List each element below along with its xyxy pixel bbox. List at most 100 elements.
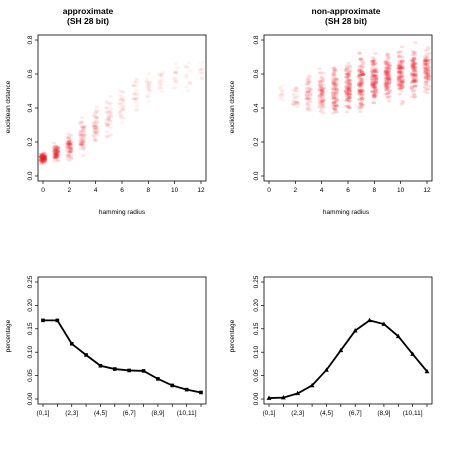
scatter-point (348, 92, 353, 96)
scatter-point (357, 89, 362, 92)
scatter-point (52, 152, 58, 155)
scatter-point (304, 82, 309, 86)
scatter-point (40, 159, 46, 163)
scatter-point (343, 69, 349, 72)
scatter-point (373, 91, 379, 95)
scatter-point (412, 74, 418, 78)
scatter-point (412, 73, 417, 77)
scatter-point (359, 105, 365, 109)
scatter-point (53, 153, 59, 156)
scatter-point (358, 58, 363, 62)
scatter-point (425, 72, 431, 75)
scatter-point (39, 155, 44, 158)
scatter-point (398, 73, 404, 77)
scatter-point (68, 145, 74, 148)
scatter-point (409, 73, 415, 77)
x-tick-label: 2 (68, 187, 72, 194)
scatter-point (333, 99, 339, 102)
scatter-point (68, 146, 74, 150)
y-tick-label: 0.0 (27, 171, 34, 180)
scatter-point (91, 125, 96, 128)
scatter-point (331, 87, 337, 91)
scatter-point (423, 90, 428, 94)
scatter-point (384, 81, 389, 85)
scatter-point (411, 52, 416, 55)
scatter-point (56, 158, 61, 162)
scatter-point (317, 102, 322, 106)
scatter-point (321, 111, 326, 115)
scatter-point (318, 84, 323, 88)
scatter-point (360, 73, 366, 77)
scatter-point (358, 77, 364, 80)
scatter-point (386, 76, 391, 80)
scatter-point (385, 61, 391, 64)
scatter-point (42, 154, 47, 158)
scatter-point (359, 85, 364, 89)
scatter-point (81, 146, 86, 150)
scatter-point (359, 96, 365, 100)
scatter-point (399, 83, 404, 87)
scatter-point (55, 148, 61, 152)
scatter-point (398, 87, 403, 90)
x-tick-label: 12 (197, 187, 205, 194)
scatter-point (93, 122, 99, 125)
scatter-point (372, 69, 377, 73)
scatter-point (396, 68, 401, 71)
scatter-point (423, 67, 429, 70)
scatter-point (39, 155, 44, 159)
scatter-point (399, 66, 405, 70)
scatter-point (357, 107, 362, 111)
scatter-point (347, 89, 352, 93)
scatter-point (383, 82, 388, 86)
scatter-point (131, 92, 137, 96)
scatter-point (332, 92, 337, 96)
scatter-point (384, 82, 390, 86)
scatter-point (373, 52, 378, 56)
scatter-point (334, 83, 340, 87)
scatter-point (118, 98, 123, 102)
scatter-point (387, 95, 392, 98)
scatter-point (306, 89, 311, 93)
scatter-point (343, 85, 349, 89)
scatter-point (397, 76, 402, 80)
scatter-point (356, 75, 362, 78)
scatter-point (79, 121, 84, 125)
scatter-point (132, 84, 137, 88)
scatter-point (345, 94, 351, 98)
scatter-point (78, 139, 83, 143)
scatter-point (423, 59, 428, 62)
scatter-point (330, 97, 335, 101)
scatter-point (82, 133, 87, 137)
scatter-point (344, 67, 350, 70)
scatter-point (331, 101, 337, 105)
scatter-point (423, 76, 428, 80)
scatter-point (38, 158, 44, 161)
scatter-point (361, 72, 366, 76)
x-axis-label-non-approximate: hamming radius (323, 209, 370, 216)
scatter-point (331, 66, 336, 69)
scatter-point (42, 155, 47, 159)
x-tick-label: 8 (373, 187, 377, 194)
scatter-point (279, 88, 284, 92)
scatter-point (344, 73, 350, 76)
scatter-point (334, 88, 339, 91)
y-tick-label: 0.00 (27, 392, 34, 405)
scatter-point (56, 150, 61, 154)
scatter-point (118, 94, 123, 97)
scatter-point (412, 73, 417, 77)
scatter-point (54, 154, 59, 158)
scatter-point (358, 102, 364, 106)
scatter-point (370, 59, 375, 63)
scatter-point (92, 114, 98, 118)
scatter-point (370, 82, 375, 85)
scatter-point (306, 81, 312, 85)
scatter-point (64, 147, 70, 151)
scatter-point (91, 127, 97, 131)
scatter-point (68, 143, 73, 146)
scatter-point (319, 92, 324, 95)
scatter-point (383, 63, 389, 66)
scatter-point (346, 79, 352, 83)
scatter-point (307, 93, 313, 97)
scatter-point (55, 145, 60, 149)
scatter-point (347, 96, 352, 100)
